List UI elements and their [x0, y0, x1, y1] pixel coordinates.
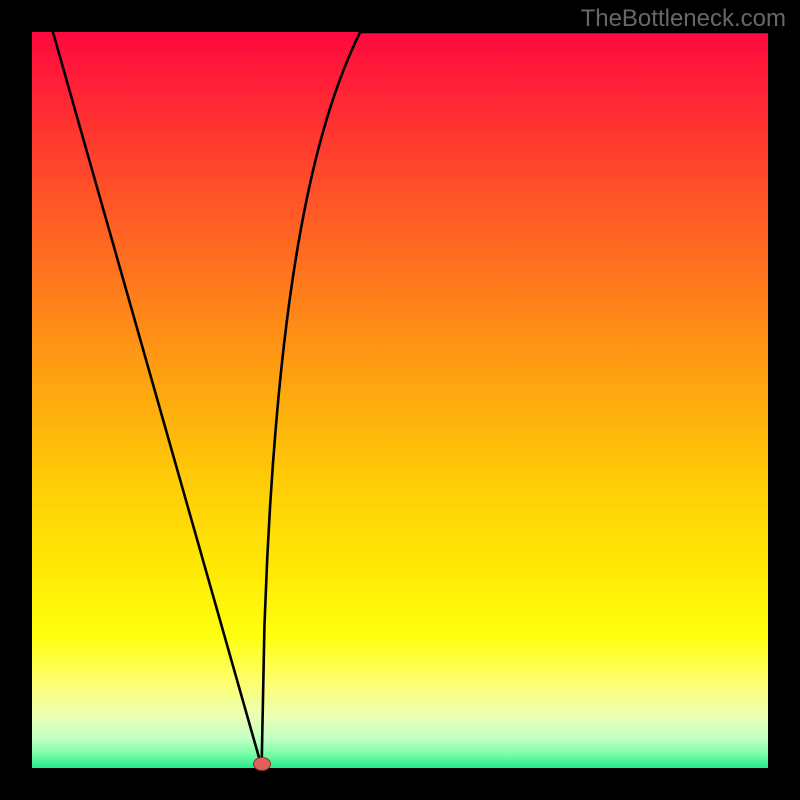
chart-frame [0, 0, 800, 800]
watermark-text: TheBottleneck.com [581, 5, 786, 33]
optimal-point-marker [253, 757, 271, 771]
plot-area [32, 32, 768, 768]
bottleneck-curve [32, 32, 768, 768]
